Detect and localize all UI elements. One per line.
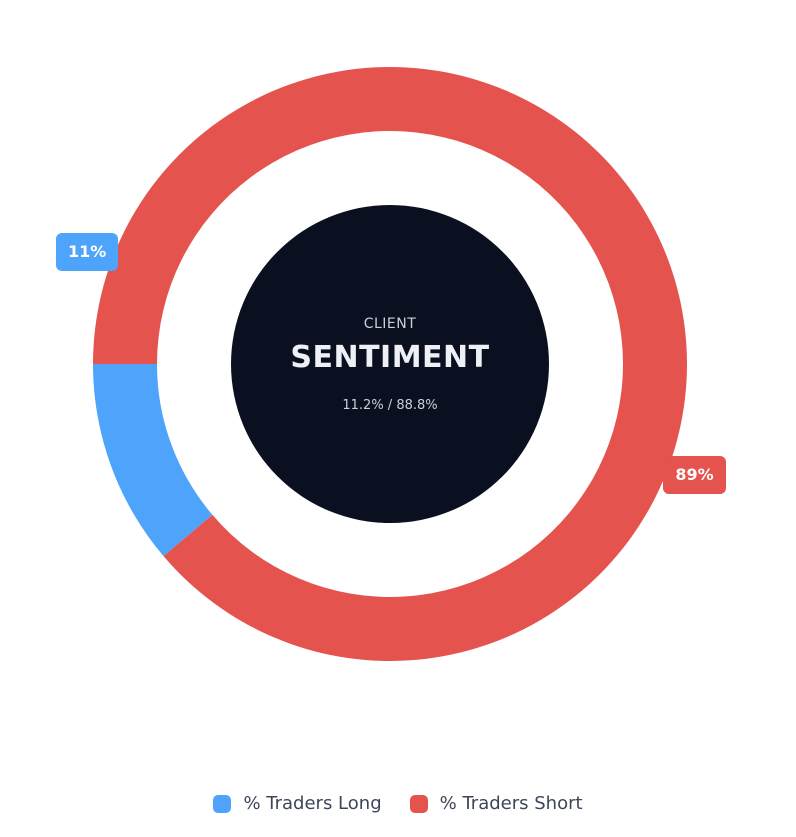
legend-label-short: % Traders Short bbox=[439, 793, 583, 814]
data-label-short: 89% bbox=[663, 456, 726, 494]
legend-label-long: % Traders Long bbox=[243, 793, 382, 814]
slice-traders-long[interactable] bbox=[93, 364, 213, 557]
center-label-sub: 11.2% / 88.8% bbox=[342, 398, 438, 413]
data-label-long: 11% bbox=[56, 233, 118, 271]
legend-item-long[interactable]: % Traders Long bbox=[213, 793, 382, 814]
legend: % Traders Long % Traders Short bbox=[0, 793, 796, 814]
center-disc bbox=[231, 205, 549, 523]
center-label-main: SENTIMENT bbox=[290, 340, 490, 375]
legend-swatch-long bbox=[213, 794, 232, 813]
legend-item-short[interactable]: % Traders Short bbox=[409, 793, 583, 814]
center-label-top: CLIENT bbox=[363, 316, 417, 332]
legend-swatch-short bbox=[409, 794, 428, 813]
